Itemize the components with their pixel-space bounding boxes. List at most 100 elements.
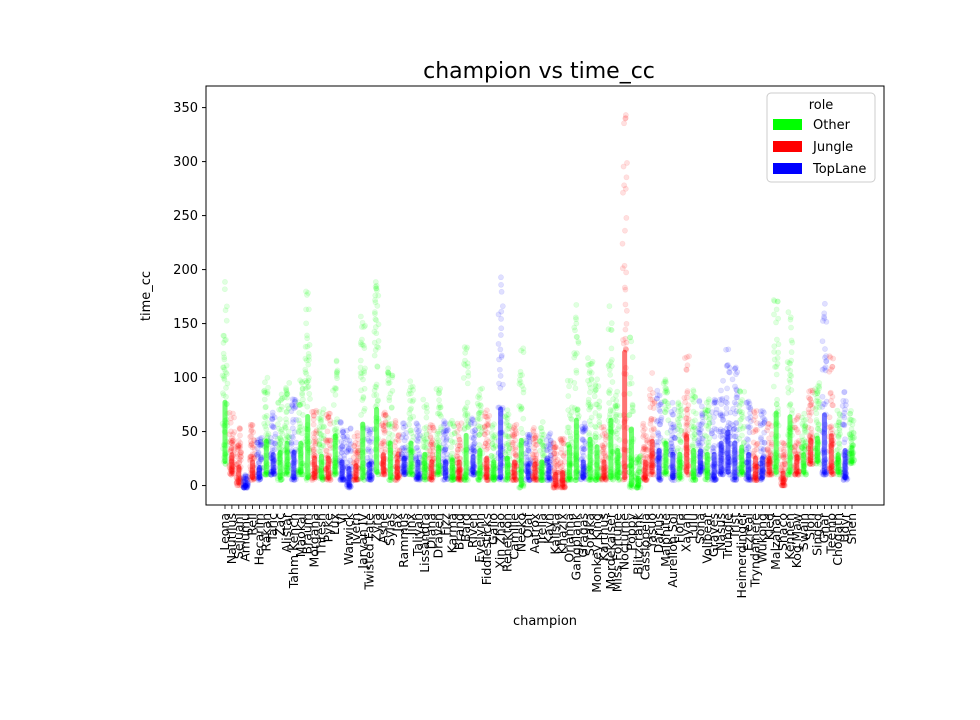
data-point: [221, 337, 228, 344]
data-point: [270, 423, 277, 430]
data-point: [580, 452, 587, 459]
data-point: [241, 476, 248, 482]
data-point: [267, 438, 274, 445]
data-point: [357, 364, 364, 371]
data-point: [696, 439, 703, 446]
data-point: [464, 380, 471, 387]
data-point: [448, 444, 454, 451]
data-point: [283, 391, 290, 398]
data-point: [614, 434, 620, 441]
data-point-cluster: [629, 426, 635, 488]
data-point: [264, 390, 271, 397]
data-point: [231, 447, 238, 454]
data-point: [229, 437, 236, 444]
data-point: [263, 412, 270, 419]
data-point: [573, 369, 580, 376]
data-point: [468, 421, 474, 427]
data-point: [228, 446, 234, 453]
data-point: [248, 427, 255, 433]
data-point: [310, 416, 317, 423]
data-point: [675, 445, 681, 452]
data-point: [498, 274, 504, 281]
data-point: [435, 428, 441, 435]
data-point: [236, 426, 243, 433]
data-point: [773, 401, 780, 407]
data-point: [271, 414, 278, 421]
data-point: [296, 429, 302, 436]
data-point: [830, 355, 837, 362]
data-point: [819, 393, 826, 400]
data-point: [299, 391, 306, 398]
data-point: [386, 379, 393, 386]
data-point-cluster: [553, 471, 559, 488]
data-point: [591, 393, 598, 400]
data-point: [690, 387, 697, 394]
data-point: [814, 425, 821, 432]
data-point: [249, 451, 256, 458]
data-point: [822, 346, 828, 352]
data-point: [247, 442, 254, 449]
data-point: [236, 425, 243, 431]
data-point: [600, 423, 607, 430]
data-point: [388, 405, 395, 411]
data-point: [733, 394, 740, 401]
data-point: [582, 423, 589, 430]
data-point-cluster: [821, 412, 827, 475]
data-point: [271, 440, 277, 446]
data-point: [257, 454, 264, 460]
data-point: [258, 441, 264, 448]
data-point-cluster: [711, 451, 717, 481]
data-point: [307, 396, 313, 402]
data-point: [400, 424, 407, 431]
data-point: [272, 440, 279, 447]
data-point: [785, 384, 792, 391]
data-point: [227, 419, 234, 426]
data-point: [718, 387, 724, 394]
data-point-cluster: [243, 483, 249, 488]
data-point: [693, 410, 699, 417]
data-point: [705, 403, 712, 410]
data-point: [235, 438, 242, 444]
data-point-cluster: [697, 448, 703, 475]
data-point: [375, 292, 382, 299]
data-point-cluster: [325, 455, 331, 481]
data-point: [228, 444, 235, 451]
data-point: [304, 403, 311, 410]
data-point: [423, 401, 430, 408]
data-point: [288, 440, 295, 446]
data-point: [272, 433, 279, 440]
data-point: [242, 476, 249, 482]
data-point: [337, 418, 343, 425]
data-point: [701, 432, 708, 439]
data-point: [272, 441, 279, 447]
data-point: [277, 406, 284, 413]
data-point: [276, 439, 283, 446]
data-point: [773, 363, 780, 370]
data-point: [284, 403, 291, 409]
data-point: [220, 390, 226, 397]
data-point: [729, 376, 736, 383]
data-point: [281, 423, 288, 429]
data-point: [264, 432, 271, 439]
data-point: [289, 396, 296, 403]
data-point: [499, 381, 506, 388]
data-point: [593, 424, 599, 431]
data-point: [516, 380, 523, 387]
data-point: [389, 432, 396, 438]
data-point: [557, 435, 564, 442]
data-point: [346, 437, 353, 444]
data-point: [236, 451, 243, 458]
data-point: [220, 364, 227, 371]
data-point: [751, 409, 758, 416]
data-point: [692, 394, 698, 400]
data-point: [223, 336, 229, 343]
data-point: [663, 406, 670, 413]
data-point: [664, 400, 671, 407]
data-point: [677, 402, 684, 409]
data-point: [237, 443, 244, 450]
data-point: [536, 438, 543, 445]
data-point: [262, 403, 269, 410]
data-point: [254, 445, 261, 452]
data-point: [333, 368, 340, 375]
data-point: [255, 450, 262, 457]
